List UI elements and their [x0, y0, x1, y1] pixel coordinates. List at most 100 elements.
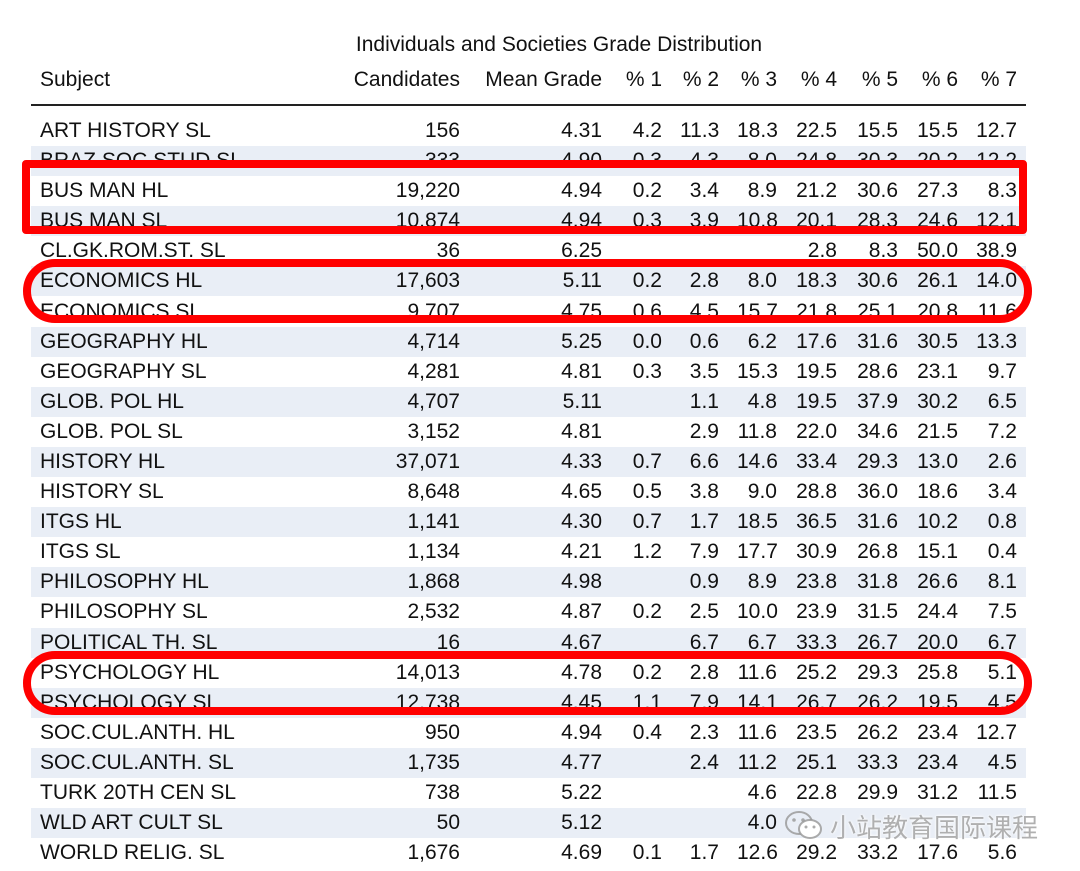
value-cell: 30.5 — [907, 326, 967, 357]
watermark: 小站教育国际课程 — [784, 806, 1038, 846]
value-cell: 11.8 — [737, 419, 777, 443]
value-cell: 6.7 — [967, 627, 1026, 658]
value-cell — [611, 236, 671, 266]
value-cell: 37.9 — [846, 386, 907, 417]
table-row: GLOB. POL HL 4,707 5.11 1.1 4.8 19.5 37.9 30.2 6… — [31, 386, 1026, 417]
value-cell: 11.2 — [728, 747, 786, 778]
value-cell: 4.94 — [561, 720, 602, 744]
table-body: ART HISTORY SL 156 4.31 4.2 11.3 18.3 22.5 15.5… — [31, 105, 1026, 868]
value-cell: 8.3 — [868, 239, 898, 263]
value-cell: 12.6 — [737, 841, 778, 865]
value-cell: 31.2 — [917, 781, 958, 805]
table-row: PHILOSOPHY HL 1,868 4.98 0.9 8.9 23.8 31.8 26.6… — [31, 567, 1026, 598]
table-row: SOC.CUL.ANTH. SL 1,735 4.77 2.4 11.2 25.1 33.3… — [31, 747, 1026, 778]
value-cell: 4.94 — [469, 206, 611, 237]
value-cell: 10.8 — [728, 206, 786, 237]
value-cell: 50 — [331, 808, 469, 839]
subject-cell: PSYCHOLOGY SL — [31, 687, 331, 718]
value-cell: 36.0 — [857, 480, 898, 504]
table-row: CL.GK.ROM.ST. SL 36 6.25 2.8 8.3 50.0 38.9 — [31, 236, 1026, 266]
table-header-row: Subject Candidates Mean Grade % 1 % 2 % … — [31, 62, 1026, 106]
value-cell: 31.8 — [846, 567, 907, 598]
value-cell: 25.8 — [917, 660, 958, 684]
subject-cell: BRAZ.SOC.STUD.SL — [31, 146, 331, 177]
value-cell: 0.1 — [632, 841, 662, 865]
value-cell: 0.2 — [632, 660, 662, 684]
value-cell: 18.3 — [786, 266, 846, 297]
value-cell: 30.3 — [846, 146, 907, 177]
value-cell — [671, 236, 728, 266]
value-cell: 11.5 — [977, 781, 1017, 805]
value-cell: 17,603 — [331, 266, 469, 297]
value-cell: 17.7 — [737, 540, 778, 564]
table-row: ECONOMICS SL 9,707 4.75 0.6 4.5 15.7 21.8 25.1 2… — [31, 296, 1026, 326]
value-cell: 18.6 — [917, 480, 958, 504]
subject-cell: BUS MAN SL — [31, 206, 331, 237]
subject-cell: WLD ART CULT SL — [31, 808, 331, 839]
value-cell — [611, 386, 671, 417]
value-cell: 4.77 — [469, 747, 611, 778]
value-cell: 30.2 — [907, 386, 967, 417]
table-row: WLD ART CULT SL 50 5.12 4.0 — [31, 808, 1026, 839]
subject-cell: GEOGRAPHY HL — [31, 326, 331, 357]
value-cell: 950 — [424, 720, 460, 744]
value-cell: 13.3 — [967, 326, 1026, 357]
subject-cell: PSYCHOLOGY HL — [40, 660, 220, 684]
grade-distribution-table: Subject Candidates Mean Grade % 1 % 2 % … — [31, 62, 1026, 868]
value-cell: 5.12 — [469, 808, 611, 839]
value-cell: 33.3 — [786, 627, 846, 658]
value-cell: 5.11 — [469, 266, 611, 297]
value-cell: 4.5 — [967, 687, 1026, 718]
value-cell: 7.9 — [689, 540, 719, 564]
subject-cell: SOC.CUL.ANTH. SL — [31, 747, 331, 778]
value-cell: 24.4 — [917, 600, 958, 624]
column-header: % 5 — [846, 62, 907, 106]
value-cell: 8.0 — [728, 146, 786, 177]
value-cell: 4.78 — [561, 660, 602, 684]
subject-cell: ECONOMICS HL — [31, 266, 331, 297]
value-cell: 26.8 — [857, 540, 898, 564]
value-cell: 12.2 — [967, 146, 1026, 177]
watermark-text: 小站教育国际课程 — [830, 812, 1039, 843]
value-cell: 2.4 — [671, 747, 728, 778]
value-cell: 4,707 — [331, 386, 469, 417]
wechat-icon — [784, 809, 824, 843]
value-cell: 26.7 — [786, 687, 846, 718]
value-cell: 38.9 — [976, 239, 1017, 263]
value-cell: 27.3 — [917, 179, 958, 203]
value-cell: 1,141 — [331, 507, 469, 538]
value-cell: 21.2 — [796, 179, 837, 203]
value-cell: 8,648 — [407, 480, 460, 504]
value-cell: 2.9 — [689, 419, 719, 443]
value-cell: 4.81 — [561, 419, 602, 443]
value-cell: 1.1 — [611, 687, 671, 718]
value-cell — [907, 808, 967, 839]
table-row: TURK 20TH CEN SL 738 5.22 4.6 22.8 29.9 31.2 11… — [31, 778, 1026, 808]
subject-cell: GLOB. POL SL — [40, 419, 183, 443]
value-cell: 4.5 — [689, 299, 719, 323]
value-cell: 333 — [331, 146, 469, 177]
value-cell — [611, 417, 671, 447]
value-cell: 6.5 — [967, 386, 1026, 417]
value-cell: 25.1 — [786, 747, 846, 778]
value-cell: 10.2 — [907, 507, 967, 538]
value-cell: 9.0 — [747, 480, 777, 504]
value-cell: 3.5 — [689, 359, 719, 383]
column-header: Candidates — [331, 62, 469, 106]
value-cell: 34.6 — [857, 419, 898, 443]
value-cell: 5.11 — [469, 386, 611, 417]
value-cell: 3.9 — [671, 206, 728, 237]
value-cell: 23.8 — [786, 567, 846, 598]
value-cell: 20.0 — [907, 627, 967, 658]
value-cell: 4.3 — [671, 146, 728, 177]
table-row: HISTORY HL 37,071 4.33 0.7 6.6 14.6 33.4 29.3 13… — [31, 446, 1026, 478]
value-cell: 23.4 — [907, 747, 967, 778]
value-cell: 29.2 — [796, 841, 837, 865]
value-cell: 6.6 — [671, 446, 728, 478]
column-header: % 7 — [967, 62, 1026, 106]
value-cell: 0.9 — [671, 567, 728, 598]
value-cell: 8.1 — [967, 567, 1026, 598]
value-cell: 28.3 — [846, 206, 907, 237]
value-cell: 2.5 — [689, 600, 719, 624]
value-cell: 21.8 — [796, 299, 837, 323]
